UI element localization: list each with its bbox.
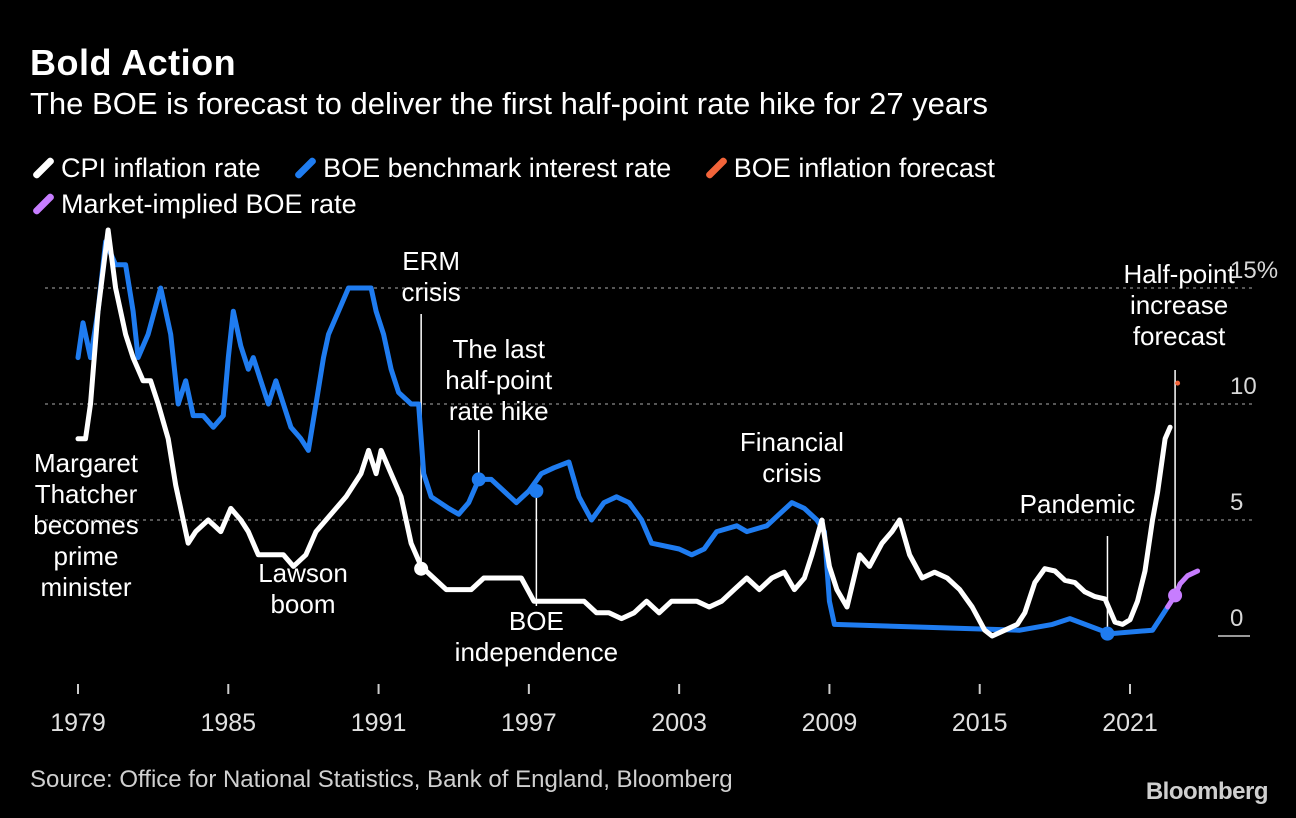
annotation-marker	[1100, 626, 1115, 641]
annotation-leader-lines	[420, 314, 1176, 632]
annotation-line: Margaret	[34, 448, 139, 478]
legend-swatch	[31, 192, 56, 216]
annotation-line: forecast	[1133, 321, 1226, 351]
annotation-line: minister	[40, 572, 131, 602]
x-tick-label: 1991	[351, 709, 407, 737]
y-tick-label: 5	[1230, 489, 1243, 516]
y-axis: 0 5 10 15%	[1230, 257, 1278, 632]
y-tick-label: 15%	[1230, 257, 1278, 284]
annotation-line: boom	[270, 589, 335, 619]
annotation-line: Half-point	[1123, 259, 1235, 289]
series-lines	[75, 227, 1201, 639]
annotation-marker	[471, 472, 486, 487]
grid-lines	[45, 287, 1252, 637]
legend-swatch	[293, 156, 318, 180]
legend-item-inflation-forecast: BOE inflation forecast	[703, 150, 995, 186]
annotation-label: ERM crisis	[402, 246, 461, 307]
x-tick-label: 1997	[501, 709, 557, 737]
annotation-line: BOE	[509, 606, 564, 636]
chart-title: Bold Action	[30, 42, 237, 83]
legend-label: Market-implied BOE rate	[61, 189, 357, 219]
annotation-markers	[414, 472, 1183, 641]
annotation-line: rate hike	[449, 396, 549, 426]
annotation-line: crisis	[762, 458, 821, 488]
annotation-line: The last	[453, 334, 546, 364]
annotation-label: Lawson boom	[258, 558, 348, 619]
annotation-line: crisis	[402, 277, 461, 307]
legend: CPI inflation rate BOE benchmark interes…	[30, 150, 1230, 222]
x-tick-label: 1979	[50, 709, 106, 737]
annotation-line: independence	[455, 637, 618, 667]
annotation-label: The last half-point rate hike	[445, 334, 553, 426]
annotation-label: Half-point increase forecast	[1123, 259, 1235, 351]
annotation-label: Pandemic	[1020, 489, 1136, 519]
annotation-label: Financial crisis	[740, 427, 844, 488]
annotation-line: Lawson	[258, 558, 348, 588]
legend-item-cpi: CPI inflation rate	[30, 150, 261, 186]
annotation-label: BOE independence	[455, 606, 618, 667]
legend-label: CPI inflation rate	[61, 153, 261, 183]
annotation-marker	[1168, 588, 1183, 603]
legend-label: BOE inflation forecast	[733, 153, 995, 183]
legend-item-boe-rate: BOE benchmark interest rate	[292, 150, 671, 186]
annotation-marker	[414, 561, 429, 576]
series-line-boe-benchmark-interest-rate	[75, 239, 1171, 637]
x-tick-label: 2021	[1102, 709, 1158, 737]
chart-subtitle: The BOE is forecast to deliver the first…	[30, 86, 988, 121]
annotation-line: increase	[1130, 290, 1228, 320]
series-line-cpi-inflation-rate	[75, 227, 1173, 639]
annotation-line: Financial	[740, 427, 844, 457]
x-tick-label: 2009	[802, 709, 858, 737]
x-tick-label: 2015	[952, 709, 1008, 737]
x-axis: 1979 1985 1991 1997 2003 2009 2015 2021	[50, 684, 1158, 737]
annotation-line: ERM	[402, 246, 460, 276]
legend-swatch	[704, 156, 728, 180]
annotation-line: prime	[53, 541, 118, 571]
source-note: Source: Office for National Statistics, …	[30, 766, 733, 793]
annotation-label: Margaret Thatcher becomes prime minister	[33, 448, 139, 602]
annotation-line: half-point	[445, 365, 553, 395]
legend-item-market-implied: Market-implied BOE rate	[30, 186, 357, 222]
y-tick-label: 10	[1230, 373, 1257, 400]
x-tick-label: 2003	[651, 709, 707, 737]
y-tick-label: 0	[1230, 605, 1243, 632]
x-tick-label: 1985	[200, 709, 256, 737]
series-point-boe-inflation-forecast	[1175, 380, 1181, 386]
bloomberg-logo: Bloomberg	[1145, 778, 1269, 805]
annotation-line: becomes	[33, 510, 139, 540]
legend-label: BOE benchmark interest rate	[323, 153, 672, 183]
annotation-marker	[529, 484, 544, 498]
annotation-line: Thatcher	[35, 479, 138, 509]
legend-swatch	[31, 156, 56, 180]
annotation-line: Pandemic	[1020, 489, 1136, 519]
